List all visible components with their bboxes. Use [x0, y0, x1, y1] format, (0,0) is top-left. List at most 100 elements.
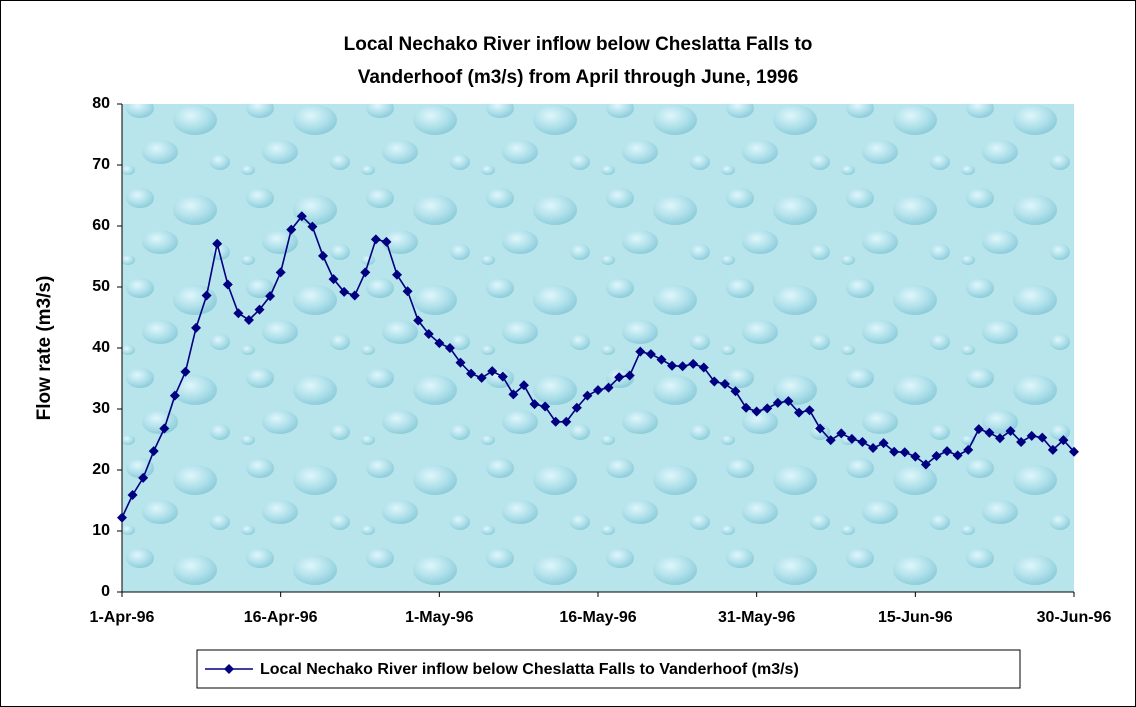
point [868, 443, 879, 454]
legend [196, 649, 1021, 689]
point [846, 433, 857, 444]
point [825, 435, 836, 446]
point [984, 427, 995, 438]
y-tick-label: 0 [101, 583, 110, 600]
point [677, 361, 688, 372]
point [614, 372, 625, 383]
point [963, 444, 974, 455]
point [317, 250, 328, 261]
x-tick-label: 16-May-96 [559, 609, 636, 626]
y-tick-label: 60 [92, 217, 110, 234]
point [138, 472, 149, 483]
point [772, 397, 783, 408]
point [899, 447, 910, 458]
point [434, 338, 445, 349]
point [550, 416, 561, 427]
point [127, 490, 138, 501]
point [518, 380, 529, 391]
point [698, 362, 709, 373]
point [730, 386, 741, 397]
chart-title: Local Nechako River inflow below Cheslat… [344, 34, 813, 55]
point [466, 368, 477, 379]
point [402, 286, 413, 297]
point [508, 389, 519, 400]
y-tick-label: 50 [92, 278, 110, 295]
point [413, 315, 424, 326]
plot-area [122, 104, 1074, 592]
point [793, 407, 804, 418]
point [180, 366, 191, 377]
point [370, 234, 381, 245]
point [540, 401, 551, 412]
y-tick-label: 80 [92, 95, 110, 112]
point [994, 433, 1005, 444]
point [487, 366, 498, 377]
point [339, 286, 350, 297]
point [836, 428, 847, 439]
point [169, 390, 180, 401]
point [286, 224, 297, 235]
point [381, 236, 392, 247]
point [1069, 446, 1079, 457]
point [624, 370, 635, 381]
point [635, 346, 646, 357]
point [529, 399, 540, 410]
point [1005, 425, 1016, 436]
point [328, 274, 339, 285]
point [148, 446, 159, 457]
y-axis-label: Flow rate (m3/s) [34, 276, 55, 421]
point [942, 446, 953, 457]
y-tick-label: 30 [92, 400, 110, 417]
point [201, 290, 212, 301]
point [582, 390, 593, 401]
point [931, 450, 942, 461]
point [476, 372, 487, 383]
point [1047, 444, 1058, 455]
point [561, 416, 572, 427]
point [645, 349, 656, 360]
point [783, 396, 794, 407]
point [222, 279, 233, 290]
y-tick-label: 40 [92, 339, 110, 356]
point [275, 267, 286, 278]
point [117, 512, 127, 523]
x-tick-label: 16-Apr-96 [244, 609, 318, 626]
point [667, 360, 678, 371]
point [360, 267, 371, 278]
point [973, 424, 984, 435]
point [233, 308, 244, 319]
x-tick-label: 30-Jun-96 [1037, 609, 1112, 626]
point [571, 402, 582, 413]
point [455, 357, 466, 368]
point [910, 451, 921, 462]
point [920, 459, 931, 470]
point [1037, 432, 1048, 443]
y-tick-label: 10 [92, 522, 110, 539]
point [349, 290, 360, 301]
point [191, 322, 202, 333]
point [1058, 435, 1069, 446]
point [857, 436, 868, 447]
legend-swatch [224, 664, 234, 674]
point [952, 450, 963, 461]
point [878, 438, 889, 449]
point [804, 405, 815, 416]
y-tick-label: 20 [92, 461, 110, 478]
point [719, 378, 730, 389]
point [1026, 430, 1037, 441]
point [392, 269, 403, 280]
x-tick-label: 1-Apr-96 [90, 609, 155, 626]
point [307, 221, 318, 232]
point [254, 304, 265, 315]
point [243, 314, 254, 325]
point [212, 238, 223, 249]
point [656, 354, 667, 365]
point [688, 358, 699, 369]
point [1016, 436, 1027, 447]
chart-title: Vanderhoof (m3/s) from April through Jun… [358, 67, 799, 88]
point [593, 385, 603, 396]
point [444, 343, 455, 353]
point [709, 376, 720, 387]
point [423, 328, 434, 339]
